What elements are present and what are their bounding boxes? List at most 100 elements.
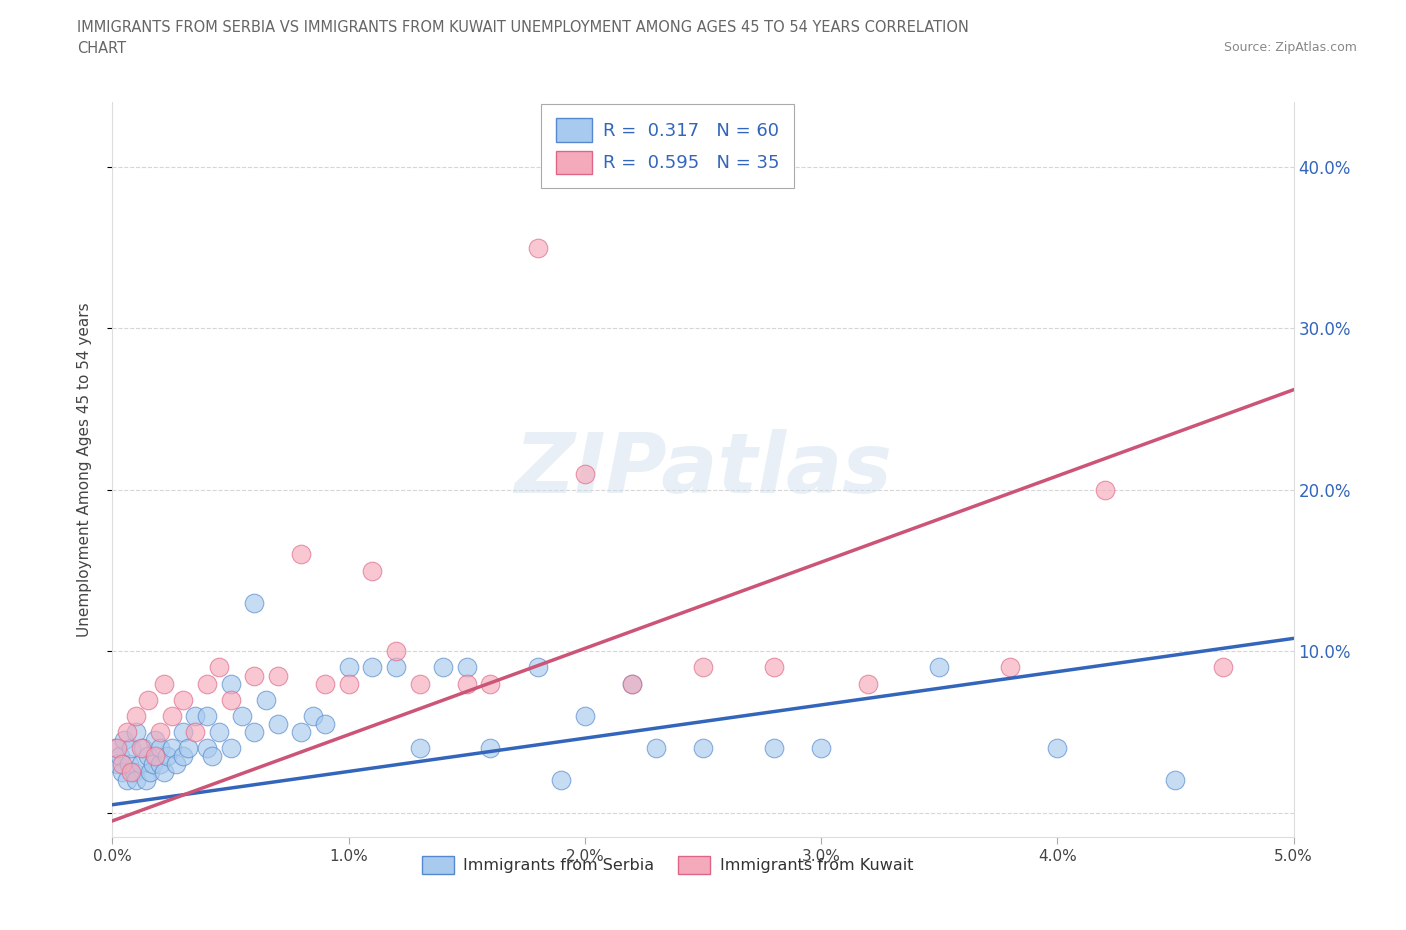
Point xyxy=(201,749,224,764)
Point xyxy=(337,676,360,691)
Point xyxy=(314,716,336,731)
Point xyxy=(231,709,253,724)
Legend: Immigrants from Serbia, Immigrants from Kuwait: Immigrants from Serbia, Immigrants from … xyxy=(415,849,920,881)
Point xyxy=(762,660,785,675)
Point xyxy=(621,676,644,691)
Point xyxy=(290,547,312,562)
Point xyxy=(456,676,478,691)
Point xyxy=(195,676,218,691)
Point xyxy=(149,724,172,739)
Point xyxy=(208,660,231,675)
Point xyxy=(120,765,142,780)
Point xyxy=(184,709,207,724)
Point xyxy=(254,692,277,707)
Point xyxy=(115,724,138,739)
Point xyxy=(550,773,572,788)
Point xyxy=(314,676,336,691)
Point xyxy=(1164,773,1187,788)
Point xyxy=(479,676,502,691)
Point xyxy=(172,749,194,764)
Point xyxy=(290,724,312,739)
Point xyxy=(526,660,548,675)
Point xyxy=(160,709,183,724)
Point xyxy=(149,757,172,772)
Point xyxy=(105,741,128,756)
Point xyxy=(574,466,596,481)
Point xyxy=(125,709,148,724)
Point xyxy=(108,749,131,764)
Point xyxy=(337,660,360,675)
Point xyxy=(104,741,127,756)
Point xyxy=(858,676,880,691)
Point xyxy=(165,757,187,772)
Point xyxy=(1212,660,1234,675)
Point xyxy=(136,749,159,764)
Point xyxy=(526,240,548,255)
Point xyxy=(408,741,430,756)
Point xyxy=(118,757,141,772)
Point xyxy=(172,692,194,707)
Point xyxy=(172,724,194,739)
Point xyxy=(112,733,135,748)
Point xyxy=(998,660,1021,675)
Point xyxy=(129,757,152,772)
Point xyxy=(219,692,242,707)
Point xyxy=(184,724,207,739)
Point xyxy=(408,676,430,691)
Point xyxy=(143,749,166,764)
Point xyxy=(195,741,218,756)
Point xyxy=(125,724,148,739)
Text: CHART: CHART xyxy=(77,41,127,56)
Point xyxy=(139,765,162,780)
Point xyxy=(149,741,172,756)
Text: Source: ZipAtlas.com: Source: ZipAtlas.com xyxy=(1223,41,1357,54)
Point xyxy=(219,676,242,691)
Point xyxy=(143,733,166,748)
Point xyxy=(621,676,644,691)
Point xyxy=(156,749,179,764)
Point xyxy=(219,741,242,756)
Point xyxy=(195,709,218,724)
Point xyxy=(142,757,165,772)
Text: IMMIGRANTS FROM SERBIA VS IMMIGRANTS FROM KUWAIT UNEMPLOYMENT AMONG AGES 45 TO 5: IMMIGRANTS FROM SERBIA VS IMMIGRANTS FRO… xyxy=(77,20,969,35)
Point xyxy=(132,741,155,756)
Point xyxy=(105,757,128,772)
Point xyxy=(125,773,148,788)
Point xyxy=(135,773,157,788)
Point xyxy=(136,692,159,707)
Point xyxy=(432,660,454,675)
Point xyxy=(122,765,145,780)
Y-axis label: Unemployment Among Ages 45 to 54 years: Unemployment Among Ages 45 to 54 years xyxy=(77,302,91,637)
Point xyxy=(243,595,266,610)
Point xyxy=(928,660,950,675)
Point xyxy=(810,741,832,756)
Point xyxy=(111,757,134,772)
Point xyxy=(456,660,478,675)
Point xyxy=(177,741,200,756)
Point xyxy=(361,660,384,675)
Point xyxy=(385,660,408,675)
Point xyxy=(385,644,408,658)
Point xyxy=(115,773,138,788)
Point xyxy=(302,709,325,724)
Point xyxy=(692,660,714,675)
Text: ZIPatlas: ZIPatlas xyxy=(515,429,891,511)
Point xyxy=(243,724,266,739)
Point xyxy=(153,676,176,691)
Point xyxy=(762,741,785,756)
Point xyxy=(267,668,290,683)
Point xyxy=(692,741,714,756)
Point xyxy=(267,716,290,731)
Point xyxy=(644,741,666,756)
Point xyxy=(243,668,266,683)
Point xyxy=(129,741,152,756)
Point xyxy=(361,564,384,578)
Point xyxy=(1046,741,1069,756)
Point xyxy=(160,741,183,756)
Point xyxy=(153,765,176,780)
Point xyxy=(479,741,502,756)
Point xyxy=(1094,483,1116,498)
Point xyxy=(574,709,596,724)
Point xyxy=(111,765,134,780)
Point xyxy=(208,724,231,739)
